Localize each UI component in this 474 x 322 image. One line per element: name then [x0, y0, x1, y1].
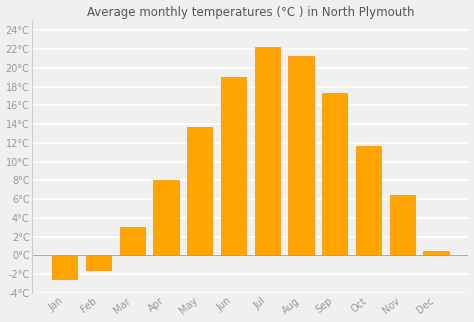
Bar — [255, 47, 280, 255]
Bar — [52, 255, 77, 279]
Bar — [356, 146, 381, 255]
Bar — [119, 227, 145, 255]
Bar — [322, 93, 347, 255]
Title: Average monthly temperatures (°C ) in North Plymouth: Average monthly temperatures (°C ) in No… — [87, 5, 414, 19]
Bar — [154, 181, 179, 255]
Bar — [390, 194, 415, 255]
Bar — [288, 56, 314, 255]
Bar — [423, 251, 448, 255]
Bar — [221, 77, 246, 255]
Bar — [187, 127, 212, 255]
Bar — [86, 255, 111, 270]
